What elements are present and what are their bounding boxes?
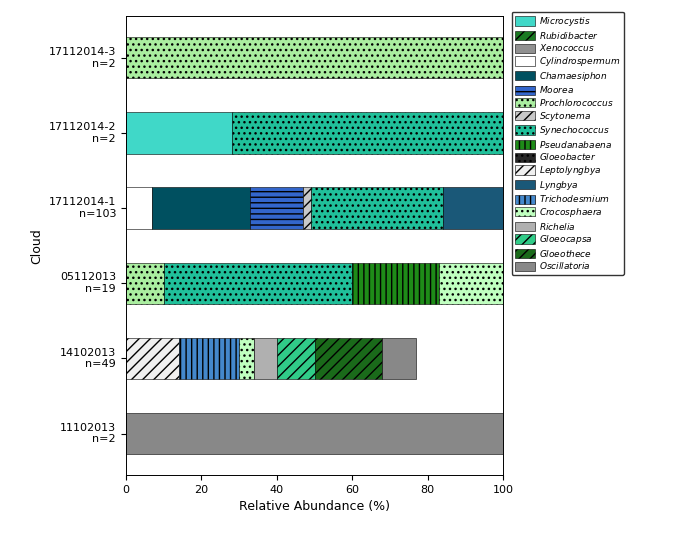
Y-axis label: Cloud: Cloud (30, 228, 43, 264)
Bar (126, 262, 164, 304)
Bar (250, 187, 303, 229)
Bar (126, 112, 231, 153)
Legend: $\it{Microcystis}$, $\it{Rubidibacter}$, $\it{Xenococcus}$, $\it{Cylindrospermum: $\it{Microcystis}$, $\it{Rubidibacter}$,… (512, 11, 624, 275)
Bar (303, 187, 311, 229)
Bar (126, 413, 503, 454)
Bar (311, 187, 443, 229)
Bar (315, 338, 382, 379)
Bar (231, 112, 503, 153)
Bar (152, 187, 250, 229)
Bar (439, 262, 503, 304)
Bar (126, 338, 179, 379)
Bar (382, 338, 417, 379)
Bar (277, 338, 315, 379)
Bar (164, 262, 352, 304)
Bar (126, 187, 152, 229)
Bar (239, 338, 254, 379)
Bar (126, 37, 503, 78)
Bar (254, 338, 277, 379)
Bar (443, 187, 503, 229)
X-axis label: Relative Abundance (%): Relative Abundance (%) (239, 501, 390, 514)
Bar (179, 338, 239, 379)
Bar (352, 262, 439, 304)
